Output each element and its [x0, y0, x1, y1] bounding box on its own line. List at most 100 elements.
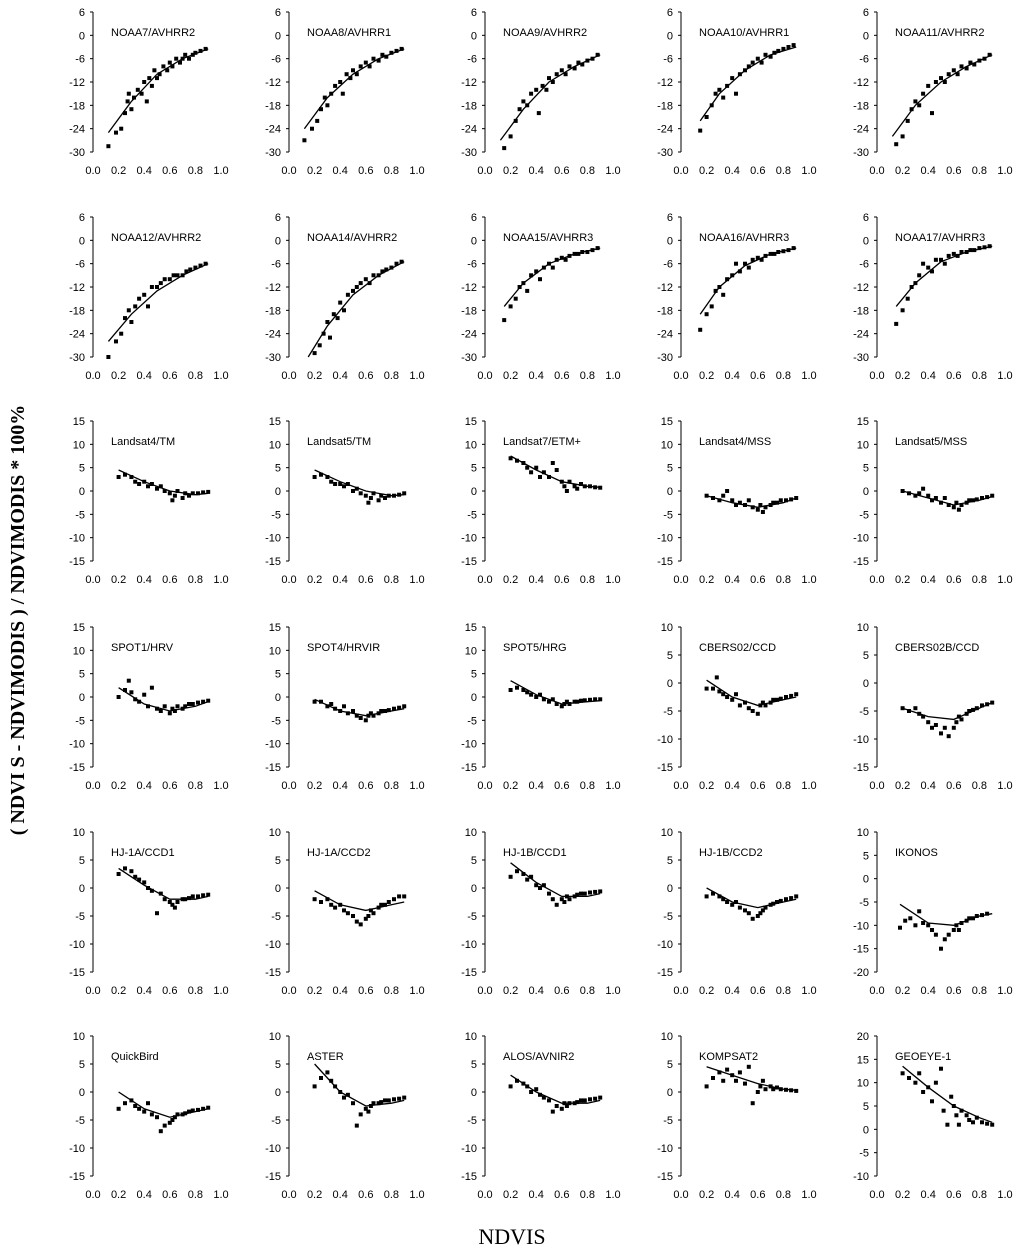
- trend-line: [314, 890, 405, 912]
- data-point: [954, 1113, 959, 1118]
- scatter-panel: 10 5 0 -5 -10 -150.0 0.2 0.4 0.6 0.8 1.0 ALOS/AVNIR…: [461, 1031, 621, 1201]
- data-point: [389, 50, 394, 55]
- data-point: [338, 1090, 343, 1094]
- data-point: [939, 76, 943, 81]
- data-point: [794, 1088, 799, 1093]
- panel-title: NOAA14/AVHRR2: [307, 232, 397, 244]
- x-tick-label: 1.0: [997, 985, 1012, 997]
- y-tick-label: -12: [265, 77, 281, 89]
- x-tick-label: 0.6: [162, 780, 177, 792]
- x-tick-label: 0.4: [529, 985, 544, 997]
- x-tick-label: 0.4: [333, 1189, 348, 1201]
- data-point: [982, 56, 987, 61]
- y-tick-label: -10: [853, 1171, 869, 1183]
- data-point: [383, 1098, 387, 1103]
- x-tick-label: 0.2: [111, 780, 126, 792]
- data-point: [142, 479, 147, 484]
- data-point: [946, 734, 951, 739]
- scatter-panel: 15 10 5 0 -5 -10 -150.0 0.2 0.4 0.6 0.8 1.0 Landsat4…: [69, 416, 229, 586]
- data-point: [319, 472, 323, 477]
- y-tick-label: 5: [275, 669, 281, 681]
- data-point: [913, 706, 918, 711]
- x-tick-label: 0.2: [111, 985, 126, 997]
- data-point: [142, 1109, 147, 1114]
- data-point: [534, 695, 539, 699]
- x-tick-label: 0.0: [869, 165, 884, 177]
- x-tick-label: 1.0: [801, 370, 816, 382]
- x-tick-label: 0.6: [554, 1189, 569, 1201]
- x-tick-label: 0.0: [477, 1189, 492, 1201]
- x-tick-label: 0.8: [384, 780, 399, 792]
- data-point: [737, 1070, 742, 1075]
- data-point: [167, 711, 172, 716]
- data-point: [394, 48, 399, 53]
- data-point: [572, 484, 577, 489]
- data-point: [146, 886, 150, 890]
- x-tick-label: 1.0: [409, 780, 424, 792]
- x-tick-label: 0.0: [869, 780, 884, 792]
- y-tick-label: 5: [667, 650, 673, 662]
- data-point: [329, 91, 334, 96]
- data-point: [175, 900, 180, 904]
- y-tick-label: -12: [69, 77, 85, 89]
- data-point: [187, 896, 191, 901]
- data-point: [116, 872, 121, 876]
- data-point: [402, 704, 407, 709]
- data-point: [771, 901, 776, 906]
- data-point: [590, 248, 595, 253]
- data-point: [319, 699, 323, 704]
- data-point: [713, 288, 718, 293]
- scatter-panel: 10 5 0 -5 -10 -150.0 0.2 0.4 0.6 0.8 1.0 CBERS02B/C…: [853, 622, 1013, 792]
- x-tick-label: 1.0: [213, 574, 228, 586]
- x-tick-label: 0.4: [725, 165, 740, 177]
- y-tick-label: -15: [853, 762, 869, 774]
- data-point: [977, 58, 982, 63]
- y-tick-label: 10: [73, 1031, 85, 1043]
- data-point: [750, 505, 755, 510]
- panel-title: Landsat4/TM: [111, 436, 175, 448]
- y-tick-label: 10: [661, 1031, 673, 1043]
- data-point: [158, 709, 163, 713]
- data-point: [525, 1084, 530, 1089]
- x-tick-label: 0.8: [188, 985, 203, 997]
- data-point: [180, 273, 185, 278]
- data-point: [758, 703, 763, 708]
- x-tick-label: 0.6: [750, 574, 765, 586]
- data-point: [114, 130, 118, 135]
- data-point: [964, 1113, 969, 1118]
- data-point: [704, 686, 709, 691]
- data-point: [157, 72, 162, 77]
- data-point: [564, 699, 569, 704]
- data-point: [515, 685, 519, 690]
- data-point: [930, 928, 934, 932]
- data-point: [184, 269, 189, 274]
- data-point: [559, 704, 564, 709]
- y-tick-label: -15: [265, 762, 281, 774]
- y-tick-label: 0: [79, 883, 85, 895]
- y-tick-label: -5: [663, 706, 673, 718]
- data-point: [559, 68, 564, 73]
- data-point: [402, 894, 407, 899]
- data-point: [755, 914, 760, 918]
- data-point: [775, 697, 779, 702]
- data-point: [768, 251, 773, 256]
- data-point: [541, 1095, 546, 1100]
- data-point: [158, 484, 163, 489]
- x-tick-label: 0.6: [358, 370, 373, 382]
- y-tick-label: -5: [859, 706, 869, 718]
- panel-title: Landsat5/TM: [307, 436, 371, 448]
- data-point: [959, 250, 964, 254]
- data-point: [170, 64, 175, 69]
- y-tick-label: -6: [467, 54, 477, 66]
- data-point: [959, 503, 964, 507]
- y-tick-label: -5: [271, 1115, 281, 1127]
- data-point: [907, 491, 911, 496]
- data-point: [964, 250, 969, 254]
- x-tick-label: 0.0: [673, 165, 688, 177]
- y-tick-label: -5: [271, 911, 281, 923]
- y-tick-label: -15: [461, 762, 477, 774]
- data-point: [188, 267, 193, 272]
- data-point: [366, 500, 371, 505]
- x-tick-label: 0.0: [281, 780, 296, 792]
- panel-title: ASTER: [307, 1051, 344, 1063]
